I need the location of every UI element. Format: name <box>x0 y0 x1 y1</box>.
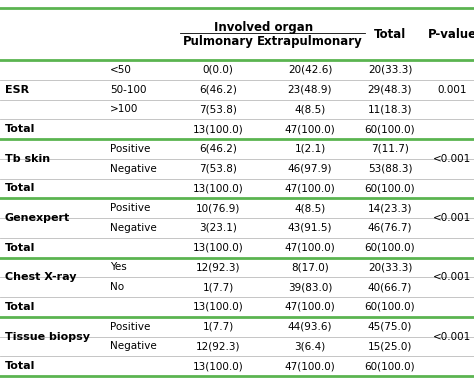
Text: 6(46.2): 6(46.2) <box>199 144 237 154</box>
Text: 60(100.0): 60(100.0) <box>365 242 415 253</box>
Text: 47(100.0): 47(100.0) <box>284 361 336 371</box>
Text: <50: <50 <box>110 65 132 75</box>
Text: 29(48.3): 29(48.3) <box>368 85 412 95</box>
Text: P-value: P-value <box>428 27 474 41</box>
Text: <0.001: <0.001 <box>433 154 471 164</box>
Text: 0(0.0): 0(0.0) <box>202 65 233 75</box>
Text: ESR: ESR <box>5 85 29 95</box>
Text: 12(92.3): 12(92.3) <box>196 341 240 352</box>
Text: 4(8.5): 4(8.5) <box>294 105 326 114</box>
Text: Pulmonary: Pulmonary <box>182 35 254 49</box>
Text: 46(97.9): 46(97.9) <box>288 164 332 174</box>
Text: Chest X-ray: Chest X-ray <box>5 272 76 282</box>
Text: Total: Total <box>374 27 406 41</box>
Text: 1(7.7): 1(7.7) <box>202 321 234 332</box>
Text: 43(91.5): 43(91.5) <box>288 223 332 233</box>
Text: 50-100: 50-100 <box>110 85 146 95</box>
Text: Total: Total <box>5 124 36 134</box>
Text: 20(33.3): 20(33.3) <box>368 65 412 75</box>
Text: 8(17.0): 8(17.0) <box>291 262 329 272</box>
Text: Positive: Positive <box>110 144 150 154</box>
Text: Extrapulmonary: Extrapulmonary <box>257 35 363 49</box>
Text: Negative: Negative <box>110 341 157 352</box>
Text: 7(53.8): 7(53.8) <box>199 105 237 114</box>
Text: 47(100.0): 47(100.0) <box>284 242 336 253</box>
Text: 20(33.3): 20(33.3) <box>368 262 412 272</box>
Text: 3(6.4): 3(6.4) <box>294 341 326 352</box>
Text: Negative: Negative <box>110 164 157 174</box>
Text: 12(92.3): 12(92.3) <box>196 262 240 272</box>
Text: 47(100.0): 47(100.0) <box>284 184 336 193</box>
Text: 11(18.3): 11(18.3) <box>368 105 412 114</box>
Text: >100: >100 <box>110 105 138 114</box>
Text: 53(88.3): 53(88.3) <box>368 164 412 174</box>
Text: Negative: Negative <box>110 223 157 233</box>
Text: Tb skin: Tb skin <box>5 154 50 164</box>
Text: <0.001: <0.001 <box>433 272 471 282</box>
Text: 1(7.7): 1(7.7) <box>202 282 234 292</box>
Text: 60(100.0): 60(100.0) <box>365 302 415 312</box>
Text: Yes: Yes <box>110 262 127 272</box>
Text: 6(46.2): 6(46.2) <box>199 85 237 95</box>
Text: 15(25.0): 15(25.0) <box>368 341 412 352</box>
Text: 13(100.0): 13(100.0) <box>192 124 243 134</box>
Text: <0.001: <0.001 <box>433 331 471 342</box>
Text: 60(100.0): 60(100.0) <box>365 124 415 134</box>
Text: 14(23.3): 14(23.3) <box>368 203 412 213</box>
Text: No: No <box>110 282 124 292</box>
Text: 7(53.8): 7(53.8) <box>199 164 237 174</box>
Text: Total: Total <box>5 184 36 193</box>
Text: 45(75.0): 45(75.0) <box>368 321 412 332</box>
Text: 40(66.7): 40(66.7) <box>368 282 412 292</box>
Text: 13(100.0): 13(100.0) <box>192 242 243 253</box>
Text: 44(93.6): 44(93.6) <box>288 321 332 332</box>
Text: 47(100.0): 47(100.0) <box>284 124 336 134</box>
Text: 13(100.0): 13(100.0) <box>192 184 243 193</box>
Text: 13(100.0): 13(100.0) <box>192 361 243 371</box>
Text: 47(100.0): 47(100.0) <box>284 302 336 312</box>
Text: 46(76.7): 46(76.7) <box>368 223 412 233</box>
Text: 60(100.0): 60(100.0) <box>365 361 415 371</box>
Text: <0.001: <0.001 <box>433 213 471 223</box>
Text: 23(48.9): 23(48.9) <box>288 85 332 95</box>
Text: 60(100.0): 60(100.0) <box>365 184 415 193</box>
Text: 10(76.9): 10(76.9) <box>196 203 240 213</box>
Text: Genexpert: Genexpert <box>5 213 70 223</box>
Text: Total: Total <box>5 242 36 253</box>
Text: Positive: Positive <box>110 203 150 213</box>
Text: Tissue biopsy: Tissue biopsy <box>5 331 90 342</box>
Text: 1(2.1): 1(2.1) <box>294 144 326 154</box>
Text: 20(42.6): 20(42.6) <box>288 65 332 75</box>
Text: 3(23.1): 3(23.1) <box>199 223 237 233</box>
Text: Total: Total <box>5 361 36 371</box>
Text: Positive: Positive <box>110 321 150 332</box>
Text: 7(11.7): 7(11.7) <box>371 144 409 154</box>
Text: 0.001: 0.001 <box>437 85 467 95</box>
Text: 39(83.0): 39(83.0) <box>288 282 332 292</box>
Text: 4(8.5): 4(8.5) <box>294 203 326 213</box>
Text: 13(100.0): 13(100.0) <box>192 302 243 312</box>
Text: Involved organ: Involved organ <box>214 22 314 35</box>
Text: Total: Total <box>5 302 36 312</box>
